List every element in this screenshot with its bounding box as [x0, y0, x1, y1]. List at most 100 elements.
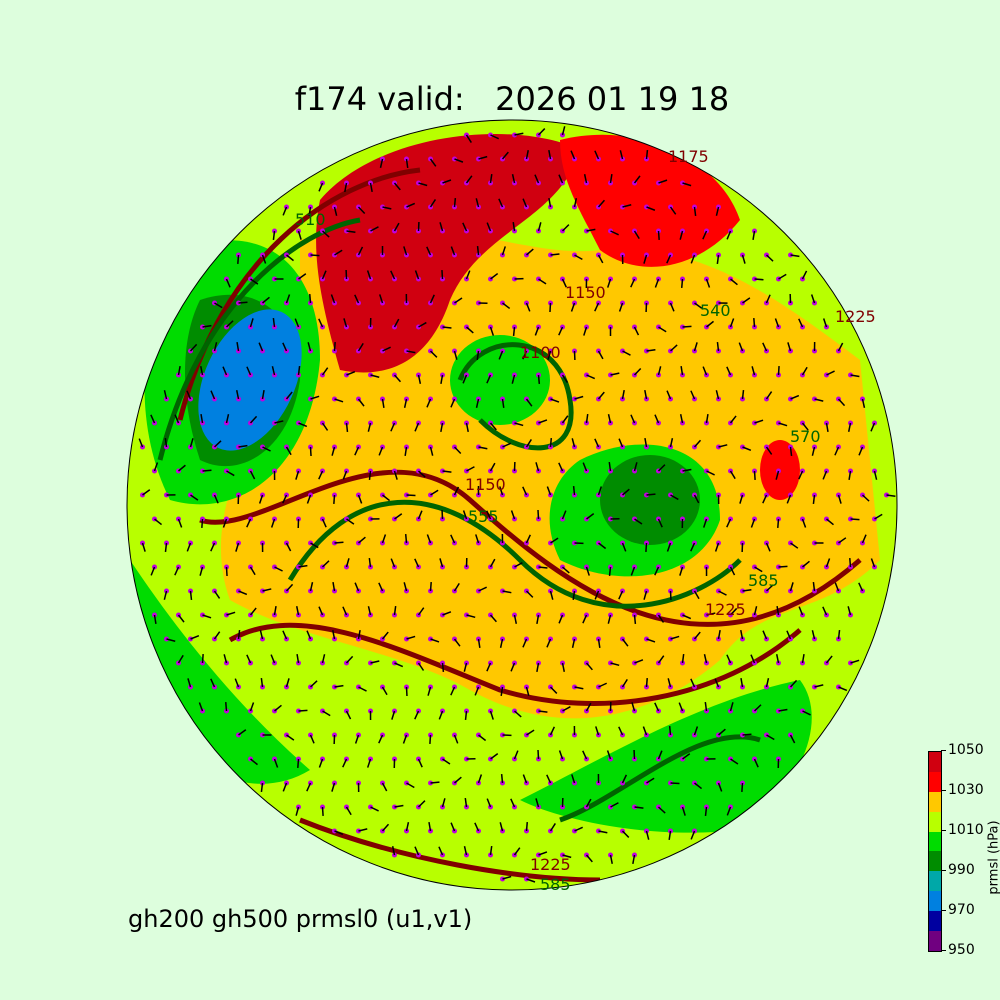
- wind-barb-shaft: [646, 638, 656, 643]
- wind-barb-shaft: [726, 806, 732, 816]
- wind-barb-shaft: [478, 586, 487, 592]
- contour-label-gh200: 1150: [465, 475, 506, 494]
- wind-barb-shaft: [510, 510, 516, 520]
- wind-barb-shaft: [499, 822, 504, 832]
- wind-barb-shaft: [474, 686, 480, 696]
- wind-barb-shaft: [210, 542, 216, 552]
- wind-barb-shaft: [190, 635, 200, 640]
- wind-barb-shaft: [442, 326, 452, 329]
- wind-barb-shaft: [690, 542, 696, 552]
- wind-barb-shaft: [706, 470, 715, 476]
- wind-barb-shaft: [574, 686, 584, 690]
- wind-barb-shaft: [321, 806, 324, 817]
- wind-barb-shaft: [535, 462, 540, 472]
- wind-barb-shaft: [610, 230, 619, 236]
- wind-barb-shaft: [464, 710, 468, 721]
- wind-barb-shaft: [654, 702, 660, 712]
- wind-barb-shaft: [597, 638, 601, 649]
- wind-barb-shaft: [285, 391, 293, 400]
- wind-barb-shaft: [489, 422, 497, 431]
- wind-barb-shaft: [346, 371, 356, 376]
- wind-barb-shaft: [669, 344, 678, 352]
- wind-barb-shaft: [550, 253, 560, 256]
- wind-barb-shaft: [582, 614, 588, 624]
- wind-barb-shaft: [438, 846, 444, 856]
- wind-barb-shaft: [814, 684, 824, 688]
- wind-barb-shaft: [502, 442, 512, 448]
- wind-barb-shaft: [417, 510, 423, 520]
- wind-barb-shaft: [225, 278, 231, 288]
- wind-barb-shaft: [282, 630, 288, 640]
- wind-barb-shaft: [585, 566, 590, 576]
- wind-barb-shaft: [358, 686, 367, 692]
- wind-barb-shaft: [525, 398, 533, 407]
- wind-barb-shaft: [609, 173, 613, 184]
- wind-barb-shaft: [258, 342, 264, 352]
- wind-barb-shaft: [838, 537, 847, 544]
- wind-barb-shaft: [466, 466, 475, 472]
- wind-barb-shaft: [189, 343, 198, 352]
- wind-barb-shaft: [450, 686, 456, 696]
- wind-barb-shaft: [861, 398, 866, 408]
- wind-barb-shaft: [295, 806, 300, 816]
- wind-barb-shaft: [318, 470, 324, 480]
- wind-barb-shaft: [646, 349, 656, 352]
- wind-barb-shaft: [306, 630, 312, 640]
- wind-barb-shaft: [850, 518, 860, 521]
- wind-barb-shaft: [321, 367, 329, 376]
- wind-barb-shaft: [595, 726, 600, 736]
- wind-barb-shaft: [393, 222, 400, 232]
- wind-barb-shaft: [704, 701, 708, 712]
- wind-barb-shaft: [765, 391, 773, 400]
- wind-barb-shaft: [778, 565, 788, 568]
- wind-barb-shaft: [643, 254, 648, 264]
- wind-barb-shaft: [762, 494, 768, 504]
- wind-barb-shaft: [394, 662, 404, 668]
- wind-barb-shaft: [466, 614, 476, 619]
- wind-barb-shaft: [549, 686, 558, 694]
- wind-barb-shaft: [886, 494, 896, 498]
- wind-barb-shaft: [801, 270, 808, 280]
- wind-barb-shaft: [417, 607, 425, 616]
- wind-barb-shaft: [668, 725, 672, 736]
- wind-barb-shaft: [682, 182, 692, 187]
- wind-barb-shaft: [634, 518, 643, 525]
- wind-barb-shaft: [322, 710, 331, 717]
- wind-barb-shaft: [861, 494, 870, 502]
- wind-barb-shaft: [618, 438, 624, 448]
- wind-barb-shaft: [490, 753, 499, 760]
- wind-barb-shaft: [726, 366, 732, 376]
- wind-barb-shaft: [286, 734, 295, 741]
- wind-barb-shaft: [630, 414, 636, 424]
- wind-barb-shaft: [618, 726, 624, 736]
- wind-barb-shaft: [402, 734, 408, 744]
- wind-barb-shaft: [403, 398, 408, 408]
- wind-barb-shaft: [321, 230, 330, 238]
- wind-barb-shaft: [634, 806, 644, 809]
- wind-barb-shaft: [234, 678, 240, 688]
- wind-barb-shaft: [861, 534, 867, 544]
- wind-barb-shaft: [558, 462, 564, 472]
- wind-barb-shaft: [309, 582, 314, 592]
- wind-barb-shaft: [513, 750, 519, 760]
- wind-barb-shaft: [246, 518, 252, 528]
- wind-barb-shaft: [390, 270, 396, 280]
- wind-barb-shaft: [681, 806, 686, 816]
- wind-barbs: [138, 126, 896, 883]
- wind-barb-shaft: [607, 614, 612, 624]
- wind-barb-shaft: [812, 581, 816, 592]
- wind-barb-shaft: [261, 390, 265, 400]
- wind-barb-shaft: [729, 566, 736, 576]
- colorbar-tick: 1010: [941, 822, 984, 838]
- wind-barb-shaft: [429, 158, 437, 167]
- wind-barb-shaft: [174, 566, 180, 576]
- wind-barb-shaft: [270, 518, 276, 528]
- wind-barb-shaft: [318, 758, 324, 768]
- wind-barb-shaft: [621, 774, 628, 784]
- wind-barb-shaft: [463, 662, 468, 672]
- wind-barb-shaft: [777, 518, 780, 529]
- wind-barb-shaft: [574, 254, 583, 261]
- wind-barb-shaft: [561, 662, 566, 672]
- wind-barb-shaft: [726, 654, 732, 664]
- wind-barb-shaft: [633, 175, 641, 184]
